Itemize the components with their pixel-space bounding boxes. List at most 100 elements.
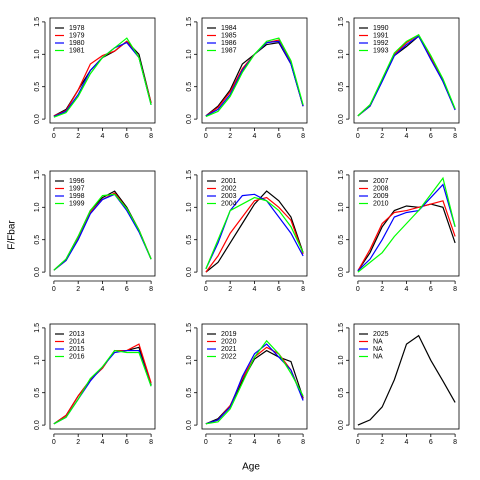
legend-label: 1999 (69, 200, 85, 207)
x-tick-label: 6 (277, 286, 281, 293)
y-tick-label: 0.5 (186, 388, 193, 398)
legend-label: NA (373, 338, 383, 345)
legend-label: 2010 (373, 200, 389, 207)
x-tick-label: 6 (429, 439, 433, 446)
series-line (53, 343, 152, 425)
y-tick-label: 0.5 (186, 235, 193, 245)
x-tick-label: 4 (405, 133, 409, 140)
y-tick-label: 0.0 (186, 267, 193, 277)
x-tick-label: 4 (253, 439, 257, 446)
x-tick-label: 0 (356, 133, 360, 140)
legend-label: NA (373, 346, 383, 353)
x-tick-label: 4 (101, 439, 105, 446)
legend-label: 1997 (69, 185, 85, 192)
plot-frame (353, 323, 460, 430)
y-tick-label: 0.5 (186, 82, 193, 92)
legend-label: 2003 (221, 193, 237, 200)
x-tick-label: 8 (301, 133, 305, 140)
y-tick-label: 1.0 (186, 355, 193, 365)
y-tick-label: 1.5 (34, 170, 41, 180)
series-line (205, 190, 304, 273)
y-tick-label: 0.5 (34, 388, 41, 398)
legend-label: 2025 (373, 331, 389, 338)
series-line (205, 339, 304, 425)
legend-label: 1987 (221, 47, 237, 54)
y-tick-label: 0.0 (338, 114, 345, 124)
y-tick-label: 0.0 (186, 420, 193, 430)
x-tick-label: 8 (149, 133, 153, 140)
series-line (205, 349, 304, 425)
legend-label: 2021 (221, 346, 237, 353)
legend-label: 2016 (69, 353, 85, 360)
x-tick-label: 2 (380, 439, 384, 446)
legend-label: 2007 (373, 178, 389, 185)
plot-frame (201, 323, 308, 430)
series-line (357, 35, 456, 117)
y-tick-label: 1.0 (34, 49, 41, 59)
y-tick-label: 0.5 (34, 82, 41, 92)
y-tick-label: 1.0 (186, 202, 193, 212)
x-tick-label: 6 (125, 439, 129, 446)
legend-label: 2001 (221, 178, 237, 185)
x-tick-label: 4 (405, 439, 409, 446)
plot-frame (49, 170, 156, 277)
legend-label: 1991 (373, 32, 389, 39)
plot-frame (201, 170, 308, 277)
legend-label: 1981 (69, 47, 85, 54)
legend-label: 1993 (373, 47, 389, 54)
legend-label: 1990 (373, 25, 389, 32)
y-tick-label: 1.5 (34, 17, 41, 27)
legend-label: 1998 (69, 193, 85, 200)
series-line (205, 37, 304, 118)
y-tick-label: 0.0 (338, 267, 345, 277)
x-tick-label: 0 (356, 439, 360, 446)
x-tick-label: 4 (405, 286, 409, 293)
y-tick-label: 0.5 (34, 235, 41, 245)
y-tick-label: 1.5 (186, 170, 193, 180)
plot-frame (201, 17, 308, 124)
x-tick-label: 0 (52, 439, 56, 446)
y-tick-label: 0.5 (338, 82, 345, 92)
legend-label: 1985 (221, 32, 237, 39)
x-tick-label: 0 (204, 133, 208, 140)
legend-label: 1980 (69, 40, 85, 47)
series-line (357, 183, 456, 272)
y-tick-label: 0.0 (186, 114, 193, 124)
x-tick-label: 8 (301, 286, 305, 293)
legend-label: 1996 (69, 178, 85, 185)
series-line (357, 334, 456, 426)
x-tick-label: 0 (52, 133, 56, 140)
series-line (205, 193, 304, 270)
legend-label: 2019 (221, 331, 237, 338)
legend-label: 2014 (69, 338, 85, 345)
x-axis-label: Age (242, 462, 260, 473)
x-tick-label: 8 (453, 286, 457, 293)
y-tick-label: 0.0 (34, 114, 41, 124)
x-tick-label: 0 (204, 439, 208, 446)
x-tick-label: 2 (76, 133, 80, 140)
legend-label: 2013 (69, 331, 85, 338)
y-tick-label: 1.5 (186, 323, 193, 333)
y-tick-label: 1.5 (338, 170, 345, 180)
x-tick-label: 6 (277, 133, 281, 140)
series-line (205, 196, 304, 270)
x-tick-label: 8 (149, 439, 153, 446)
x-tick-label: 8 (149, 286, 153, 293)
y-tick-label: 1.0 (34, 355, 41, 365)
x-tick-label: 6 (277, 439, 281, 446)
x-tick-label: 6 (429, 133, 433, 140)
x-tick-label: 0 (52, 286, 56, 293)
y-axis-label: F/Fbar (7, 220, 18, 250)
series-line (357, 200, 456, 272)
series-line (53, 349, 152, 425)
y-tick-label: 1.0 (34, 202, 41, 212)
legend-label: 1978 (69, 25, 85, 32)
x-tick-label: 0 (356, 286, 360, 293)
legend-label: 2002 (221, 185, 237, 192)
legend-label: 1984 (221, 25, 237, 32)
legend-label: 1979 (69, 32, 85, 39)
legend-label: 2004 (221, 200, 237, 207)
x-tick-label: 6 (125, 133, 129, 140)
plot-frame (353, 17, 460, 124)
x-tick-label: 6 (429, 286, 433, 293)
